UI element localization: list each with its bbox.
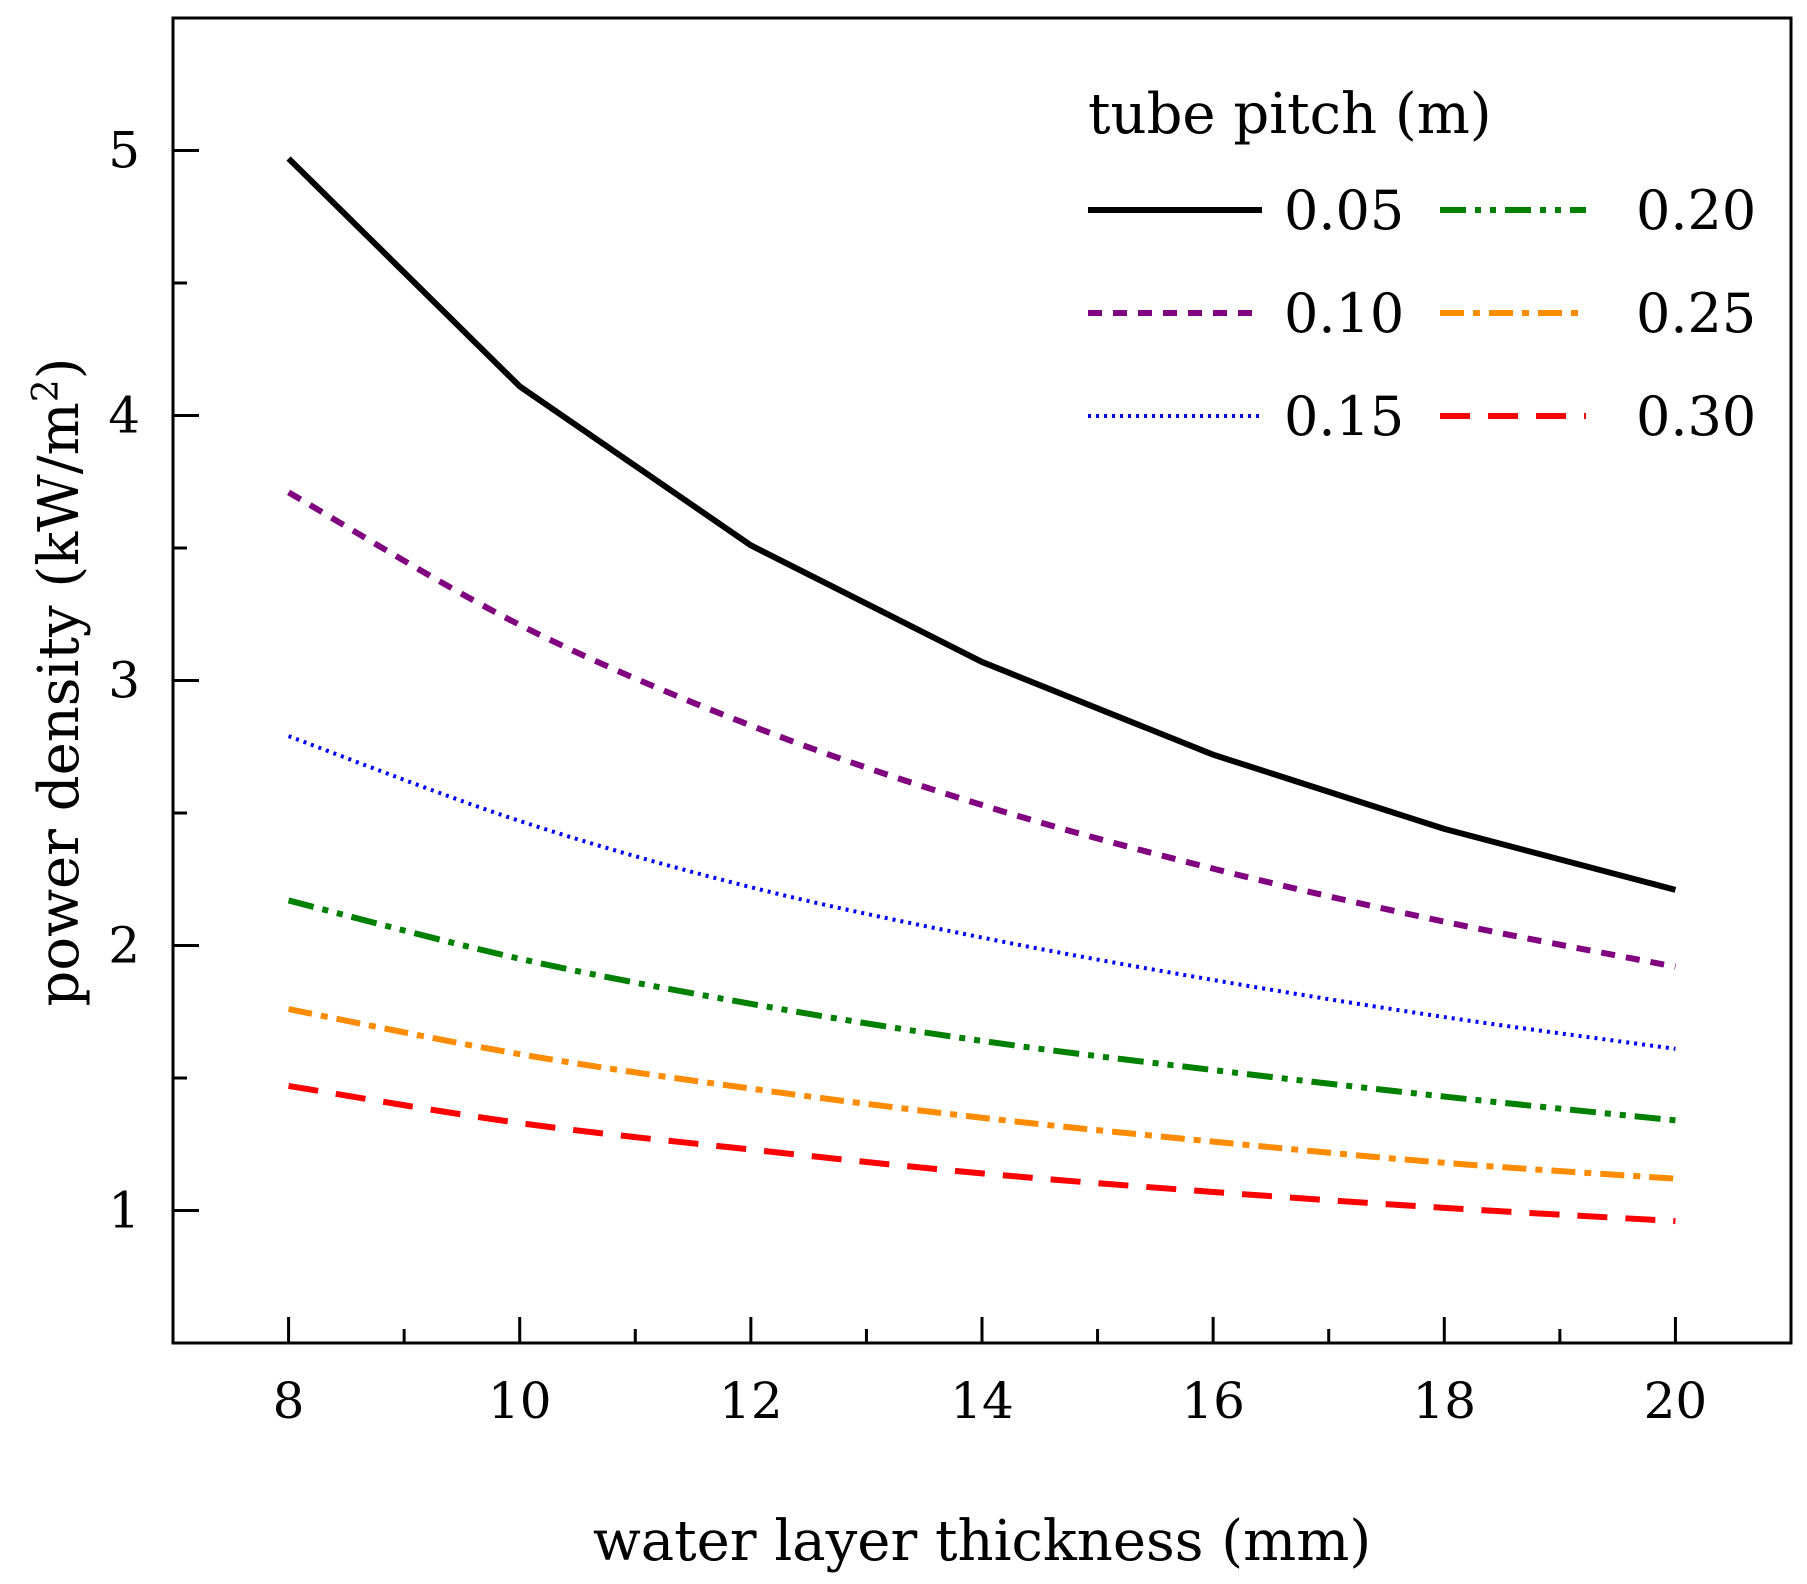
series-line-0.20	[287, 897, 1676, 1124]
legend-label-0.30: 0.30	[1636, 385, 1756, 448]
series-line-0.25	[287, 1006, 1676, 1182]
axes	[171, 16, 1793, 1345]
x-tick-label: 8	[273, 1372, 305, 1430]
y-axis-title-main: power density (kW/m	[27, 402, 92, 1006]
x-axis-ticks: 8 10 12 14 16 18 20	[273, 1317, 1708, 1430]
series-line-0.30	[288, 1082, 1676, 1225]
y-tick-label: 2	[108, 917, 140, 975]
x-tick-label: 20	[1644, 1372, 1708, 1430]
legend-title: tube pitch (m)	[1088, 82, 1492, 147]
legend-label-0.15: 0.15	[1284, 385, 1404, 448]
legend: tube pitch (m) 0.05 0.10 0.15 0.20 0.25 0.30	[1088, 82, 1756, 448]
series-lines	[286, 156, 1677, 1225]
series-line-0.10	[287, 489, 1677, 970]
y-axis-title-close: )	[27, 358, 92, 380]
y-axis-title-superscript: 2	[26, 379, 67, 402]
y-axis-ticks: 1 2 3 4 5	[108, 122, 199, 1240]
legend-label-0.10: 0.10	[1284, 282, 1404, 345]
series-line-0.05	[286, 156, 1677, 893]
y-tick-label: 5	[108, 122, 140, 180]
legend-label-0.25: 0.25	[1636, 282, 1756, 345]
y-axis-title: power density (kW/m2)	[26, 358, 92, 1007]
y-tick-label: 3	[108, 652, 140, 710]
y-tick-label: 4	[108, 387, 140, 445]
x-tick-label: 16	[1181, 1372, 1245, 1430]
legend-label-0.20: 0.20	[1636, 179, 1756, 242]
x-tick-label: 18	[1412, 1372, 1476, 1430]
x-tick-label: 10	[488, 1372, 552, 1430]
legend-label-0.05: 0.05	[1284, 179, 1404, 242]
x-tick-label: 14	[950, 1372, 1014, 1430]
series-line-0.15	[287, 734, 1676, 1051]
x-tick-label: 12	[719, 1372, 783, 1430]
y-tick-label: 1	[108, 1182, 140, 1240]
plot-frame	[171, 16, 1793, 1345]
x-axis-title: water layer thickness (mm)	[593, 1509, 1371, 1574]
